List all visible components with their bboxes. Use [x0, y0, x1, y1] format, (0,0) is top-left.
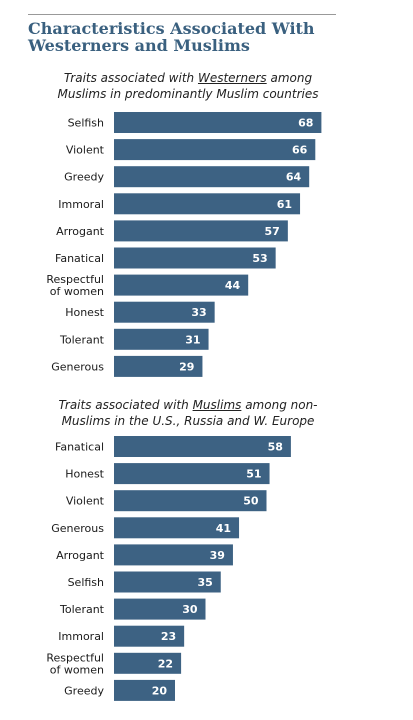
- bar-2-tolerant: [114, 598, 206, 620]
- bar-1-respectful-of-women: [114, 274, 249, 296]
- category-label: Violent: [66, 144, 105, 157]
- category-label: Greedy: [64, 171, 104, 184]
- value-label: 31: [185, 333, 200, 346]
- value-label: 29: [179, 360, 194, 373]
- value-label: 30: [182, 603, 198, 616]
- value-label: 33: [191, 306, 206, 319]
- chart-1-subtitle-pre: Traits associated with: [63, 71, 198, 85]
- bar-1-fanatical: [114, 247, 276, 269]
- bar-1-selfish: [114, 112, 322, 133]
- bar-2-respectful-of-women: [114, 652, 182, 674]
- category-label: Selfish: [68, 576, 104, 589]
- bar-2-greedy: [114, 679, 175, 701]
- title-line-2: Westerners and Muslims: [28, 36, 250, 55]
- chart-muslims: 58 Fanatical 51 Honest 50 Violent 41 Generous 39…: [46, 436, 291, 701]
- top-rule: [28, 14, 336, 15]
- chart-1-subtitle-post: among: [266, 71, 313, 85]
- bar-1-greedy: [114, 166, 310, 188]
- category-label: Respectful of women: [46, 651, 104, 676]
- value-label: 53: [252, 252, 267, 265]
- value-label: 39: [210, 549, 225, 562]
- category-label: Honest: [65, 468, 104, 481]
- category-label: Fanatical: [55, 441, 104, 454]
- chart-1-subtitle-line-2: Muslims in predominantly Muslim countrie…: [57, 87, 319, 101]
- title-line-1: Characteristics Associated With: [28, 19, 315, 38]
- bar-1-arrogant: [114, 220, 288, 242]
- category-label: Greedy: [64, 684, 104, 697]
- chart-2-subtitle-line-2: Muslims in the U.S., Russia and W. Europ…: [61, 414, 315, 428]
- bar-1-honest: [114, 301, 215, 323]
- value-label: 44: [225, 279, 241, 292]
- bar-1-generous: [114, 355, 203, 377]
- bar-1-immoral: [114, 193, 301, 215]
- category-label: Honest: [65, 306, 104, 319]
- category-label: Tolerant: [59, 333, 105, 346]
- category-label: Generous: [51, 360, 104, 373]
- value-label: 23: [161, 630, 176, 643]
- value-label: 66: [292, 144, 308, 157]
- category-label: Violent: [66, 495, 105, 508]
- chart-2-subtitle-pre: Traits associated with: [58, 398, 193, 412]
- chart-1-subtitle-emphasis: Westerners: [197, 71, 267, 85]
- bar-2-selfish: [114, 571, 221, 593]
- chart-1-subtitle: Traits associated with Westerners among …: [28, 70, 348, 102]
- value-label: 41: [216, 522, 231, 535]
- value-label: 61: [277, 198, 292, 211]
- bar-2-violent: [114, 490, 267, 512]
- value-label: 35: [197, 576, 212, 589]
- category-label: Selfish: [68, 117, 104, 130]
- category-label: Tolerant: [59, 603, 105, 616]
- page-title: Characteristics Associated With Westerne…: [28, 20, 358, 54]
- bar-2-fanatical: [114, 436, 291, 457]
- category-label: Immoral: [58, 630, 104, 643]
- value-label: 64: [286, 171, 302, 184]
- chart-westerners: 68 Selfish 66 Violent 64 Greedy 61 Immoral 57 Arr…: [46, 112, 322, 377]
- value-label: 68: [298, 117, 313, 130]
- category-label: Fanatical: [55, 252, 104, 265]
- category-label: Arrogant: [56, 225, 105, 238]
- bar-2-honest: [114, 463, 270, 485]
- chart-2-subtitle-post: among non-: [241, 398, 318, 412]
- bar-1-violent: [114, 139, 316, 161]
- bar-1-tolerant: [114, 328, 209, 350]
- chart-2-subtitle-emphasis: Muslims: [192, 398, 242, 412]
- value-label: 22: [158, 657, 173, 670]
- value-label: 20: [152, 684, 168, 697]
- value-label: 50: [243, 495, 259, 508]
- chart-2-subtitle: Traits associated with Muslims among non…: [28, 397, 348, 429]
- category-label: Generous: [51, 522, 104, 535]
- category-label: Respectful of women: [46, 273, 104, 298]
- category-label: Arrogant: [56, 549, 105, 562]
- value-label: 51: [246, 468, 261, 481]
- bar-2-immoral: [114, 625, 185, 647]
- value-label: 57: [265, 225, 280, 238]
- bar-2-generous: [114, 517, 240, 539]
- category-label: Immoral: [58, 198, 104, 211]
- value-label: 58: [268, 441, 283, 454]
- bar-2-arrogant: [114, 544, 233, 566]
